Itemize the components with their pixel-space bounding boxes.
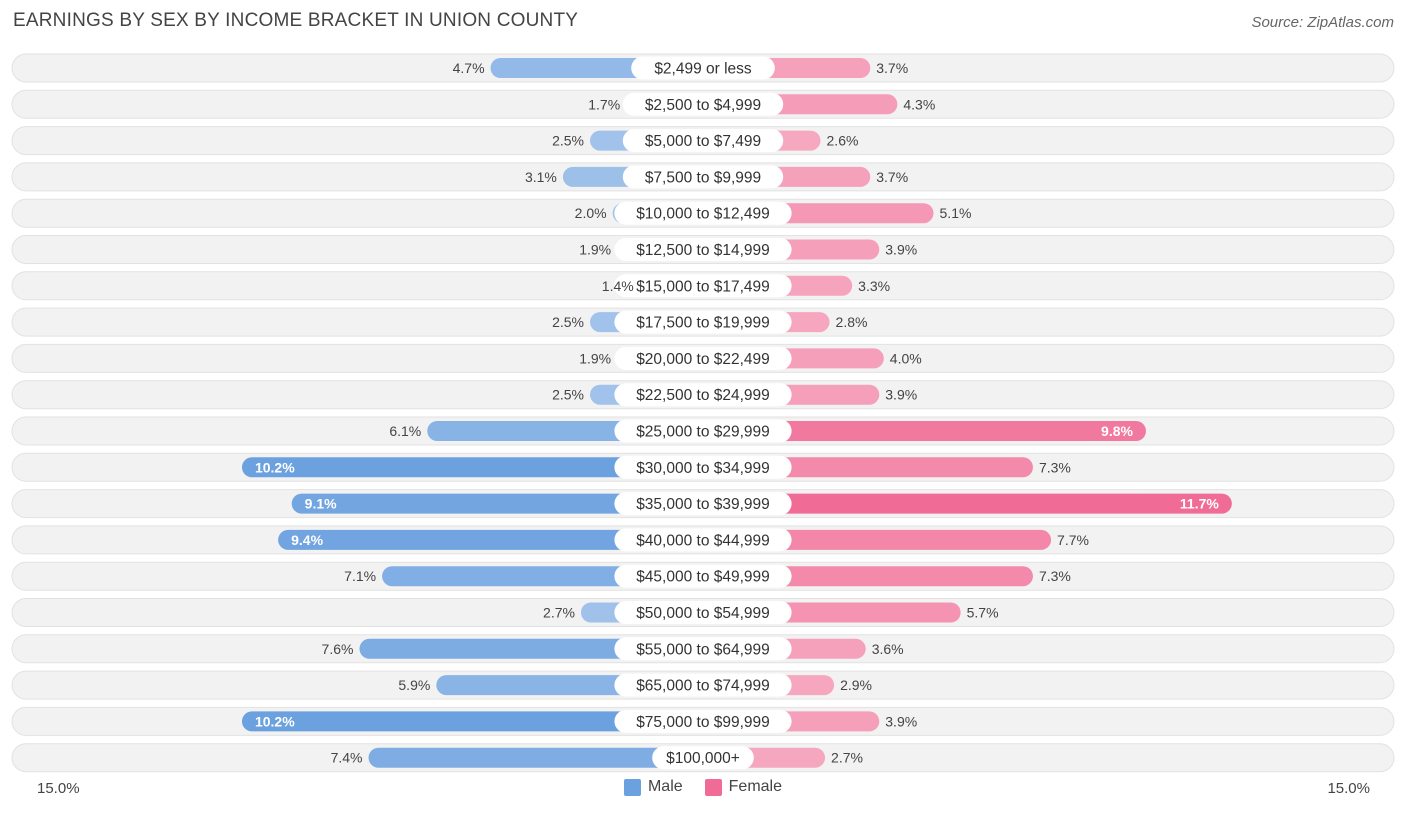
male-bar: [291, 493, 703, 514]
female-value-label: 9.8%: [1101, 423, 1133, 439]
legend-label-male: Male: [647, 778, 683, 795]
female-value-label: 4.3%: [903, 96, 935, 112]
female-value-label: 3.7%: [876, 60, 908, 76]
male-value-label: 7.6%: [322, 641, 354, 657]
category-label-bg: [614, 383, 792, 407]
male-value-label: 2.5%: [552, 314, 584, 330]
category-label: $100,000+: [666, 750, 740, 767]
category-label-bg: [614, 528, 792, 552]
category-label: $30,000 to $34,999: [636, 460, 770, 477]
category-label: $65,000 to $74,999: [636, 678, 770, 695]
male-value-label: 4.7%: [453, 60, 485, 76]
category-label: $2,500 to $4,999: [645, 97, 761, 114]
category-label-bg: [614, 492, 792, 516]
category-label-bg: [631, 56, 775, 80]
male-value-label: 5.9%: [398, 677, 430, 693]
female-value-label: 7.3%: [1039, 568, 1071, 584]
category-label-bg: [622, 92, 784, 116]
female-value-label: 3.9%: [885, 713, 917, 729]
category-label-bg: [614, 419, 792, 443]
category-label-bg: [614, 637, 792, 661]
male-value-label: 7.4%: [331, 750, 363, 766]
female-value-label: 2.6%: [827, 133, 859, 149]
legend: Male Female: [0, 778, 1406, 796]
category-label: $55,000 to $64,999: [636, 641, 770, 658]
female-value-label: 3.9%: [885, 242, 917, 258]
category-label-bg: [614, 455, 792, 479]
legend-swatch-female: [704, 778, 722, 796]
category-label-bg: [614, 564, 792, 588]
male-value-label: 2.5%: [552, 387, 584, 403]
female-value-label: 3.7%: [876, 169, 908, 185]
category-label: $5,000 to $7,499: [645, 133, 761, 150]
category-label-bg: [614, 346, 792, 370]
legend-item-male[interactable]: Male: [623, 778, 683, 796]
chart-title: EARNINGS BY SEX BY INCOME BRACKET IN UNI…: [13, 10, 579, 31]
male-value-label: 6.1%: [389, 423, 421, 439]
female-value-label: 7.7%: [1057, 532, 1089, 548]
category-label-bg: [614, 201, 792, 225]
category-label-bg: [614, 238, 792, 261]
category-label: $7,500 to $9,999: [645, 169, 761, 186]
category-label: $40,000 to $44,999: [636, 532, 770, 549]
category-label-bg: [614, 274, 792, 298]
male-bar: [241, 457, 703, 478]
male-value-label: 3.1%: [525, 169, 557, 185]
category-label: $15,000 to $17,499: [636, 278, 770, 295]
category-label: $45,000 to $49,999: [636, 569, 770, 586]
category-label: $20,000 to $22,499: [636, 351, 770, 368]
female-value-label: 3.9%: [885, 387, 917, 403]
male-bar: [241, 711, 703, 732]
female-value-label: 2.9%: [840, 677, 872, 693]
source-label: Source: ZipAtlas.com: [1251, 14, 1394, 31]
male-value-label: 1.7%: [588, 96, 620, 112]
legend-item-female[interactable]: Female: [704, 778, 783, 796]
category-label: $17,500 to $19,999: [636, 315, 770, 332]
legend-swatch-male: [623, 778, 641, 796]
female-value-label: 3.6%: [872, 641, 904, 657]
category-label: $50,000 to $54,999: [636, 605, 770, 622]
female-bar: [703, 493, 1232, 514]
female-value-label: 3.3%: [858, 278, 890, 294]
category-label: $25,000 to $29,999: [636, 424, 770, 441]
male-value-label: 9.1%: [305, 496, 337, 512]
male-value-label: 1.9%: [579, 242, 611, 258]
male-value-label: 1.9%: [579, 350, 611, 366]
category-label-bg: [652, 746, 754, 770]
axis-left-label: 15.0%: [37, 780, 80, 797]
female-value-label: 5.7%: [967, 605, 999, 621]
female-value-label: 2.8%: [836, 314, 868, 330]
female-bar: [703, 421, 1146, 441]
category-label-bg: [614, 673, 792, 697]
male-value-label: 1.4%: [602, 278, 634, 294]
legend-label-female: Female: [728, 778, 783, 795]
female-value-label: 7.3%: [1039, 459, 1071, 475]
category-label: $22,500 to $24,999: [636, 387, 770, 404]
category-label-bg: [622, 165, 784, 189]
category-label: $10,000 to $12,499: [636, 206, 770, 223]
male-value-label: 2.0%: [575, 205, 607, 221]
category-label: $75,000 to $99,999: [636, 714, 770, 731]
female-value-label: 4.0%: [890, 350, 922, 366]
male-value-label: 2.7%: [543, 605, 575, 621]
male-value-label: 10.2%: [255, 459, 295, 475]
male-value-label: 2.5%: [552, 133, 584, 149]
category-label-bg: [614, 310, 792, 334]
male-bar: [368, 747, 703, 768]
category-label-bg: [614, 709, 792, 733]
category-label-bg: [622, 129, 784, 153]
female-value-label: 11.7%: [1180, 496, 1219, 512]
male-value-label: 10.2%: [255, 713, 295, 729]
male-bar: [278, 529, 703, 550]
axis-right-label: 15.0%: [1327, 780, 1370, 797]
male-value-label: 7.1%: [344, 568, 376, 584]
category-label-bg: [614, 601, 792, 624]
male-value-label: 9.4%: [291, 532, 323, 548]
female-value-label: 5.1%: [940, 205, 972, 221]
category-label: $12,500 to $14,999: [636, 242, 770, 259]
female-value-label: 2.7%: [831, 750, 863, 766]
category-label: $35,000 to $39,999: [636, 496, 770, 513]
category-label: $2,499 or less: [654, 61, 752, 78]
